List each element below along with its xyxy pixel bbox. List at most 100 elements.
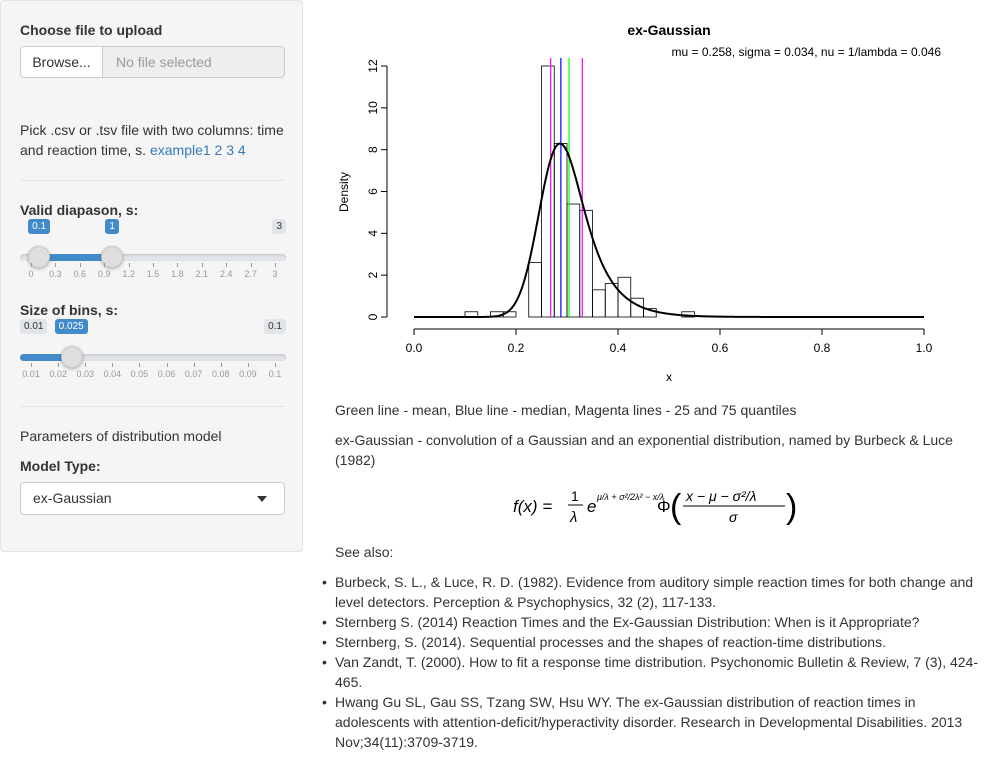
histogram-bar	[617, 276, 632, 318]
slider-tick	[247, 363, 249, 367]
example3-link[interactable]: 3	[226, 142, 235, 158]
slider-max-label: 3	[272, 219, 286, 234]
slider-tick-label: 1.2	[122, 269, 135, 279]
bin-size-label: Size of bins, s:	[20, 302, 119, 318]
valid-diapason-slider[interactable]: 3 0.1 1 0 0.3 0.6 0.9 1.2 1.5 1.8 2.1 2.4 2.7 3	[20, 219, 286, 292]
svg-text:λ: λ	[569, 509, 577, 526]
help-text: Pick .csv or .tsv file with two columns:…	[20, 122, 284, 158]
y-tick-label: 0	[366, 313, 380, 320]
x-tick-label: 0.8	[814, 341, 831, 355]
file-name-field[interactable]: No file selected	[102, 46, 285, 78]
slider-tick	[177, 263, 179, 267]
browse-button[interactable]: Browse...	[20, 46, 103, 78]
slider-tick	[112, 363, 114, 367]
slider-tick-label: 0.1	[268, 369, 282, 379]
chevron-down-icon	[257, 496, 267, 502]
example1-link[interactable]: example1	[149, 142, 211, 158]
list-item: Hwang Gu SL, Gau SS, Tzang SW, Hsu WY. T…	[322, 692, 980, 752]
slider-tick	[139, 363, 141, 367]
slider-from-handle[interactable]	[28, 246, 51, 268]
sidebar-panel: Choose file to upload Browse... No file …	[0, 0, 303, 552]
slider-value: 0.025	[54, 319, 88, 334]
slider-tick-label: 2.7	[244, 269, 257, 279]
chart-axes: 0.0 0.2 0.4 0.6 0.8 1.0 0 2 4 6 8 10 12	[366, 59, 933, 355]
slider-tick-label: 0.02	[49, 369, 67, 379]
svg-text:σ: σ	[729, 509, 738, 525]
slider-tick-label: 0.04	[103, 369, 122, 379]
params-heading: Parameters of distribution model	[20, 428, 222, 444]
slider-tick	[104, 263, 106, 267]
divider	[20, 180, 285, 181]
chart-title: ex-Gaussian	[627, 22, 710, 38]
reference-list: Burbeck, S. L., & Luce, R. D. (1982). Ev…	[322, 572, 980, 752]
example4-link[interactable]: 4	[237, 142, 246, 158]
svg-text:f(x) =: f(x) =	[513, 497, 552, 516]
histogram-bar	[579, 209, 593, 318]
svg-text:): )	[786, 488, 797, 526]
slider-tick-label: 0.05	[130, 369, 149, 379]
slider-tick-label: 0.07	[184, 369, 203, 379]
slider-from-value: 0.1	[28, 219, 51, 234]
y-tick-label: 6	[366, 188, 380, 195]
legend-text: Green line - mean, Blue line - median, M…	[335, 402, 797, 418]
formula: f(x) = 1 λ e μ/λ + σ²/2λ² − x/λ Φ ( x − …	[513, 488, 797, 526]
slider-tick-label: 0.08	[212, 369, 230, 379]
model-type-select[interactable]: ex-Gaussian	[20, 482, 285, 515]
y-tick-label: 12	[366, 59, 380, 73]
svg-text:Φ: Φ	[657, 497, 671, 516]
y-tick-label: 4	[366, 230, 380, 237]
density-curve-line	[414, 142, 924, 318]
stat-lines	[550, 58, 583, 317]
y-tick-label: 2	[366, 272, 380, 279]
file-upload: Browse... No file selected	[20, 46, 285, 80]
y-tick-label: 10	[366, 101, 380, 115]
slider-tick-label: 1.5	[146, 269, 160, 279]
slider-handle[interactable]	[60, 346, 83, 368]
slider-fill-bar	[20, 354, 72, 361]
example2-link[interactable]: 2	[214, 142, 223, 158]
slider-tick	[31, 363, 32, 367]
histogram-bar	[592, 289, 606, 318]
slider-tick	[166, 363, 168, 367]
histogram-bar	[528, 262, 542, 318]
slider-tick-label: 0.03	[76, 369, 94, 379]
valid-diapason-label: Valid diapason, s:	[20, 202, 139, 218]
slider-tick	[250, 263, 252, 267]
x-axis-label: x	[666, 370, 672, 384]
list-item: Sternberg S. (2014) Reaction Times and t…	[322, 612, 980, 632]
distribution-description: ex-Gaussian - convolution of a Gaussian …	[335, 432, 953, 468]
slider-to-value: 1	[105, 219, 119, 234]
slider-tick-label: 0.06	[157, 369, 176, 379]
model-type-value: ex-Gaussian	[33, 490, 112, 506]
x-tick-label: 0.2	[508, 341, 525, 355]
slider-tick-label: 2.1	[195, 269, 209, 279]
slider-tick	[275, 263, 276, 267]
file-help-text: Pick .csv or .tsv file with two columns:…	[20, 120, 290, 160]
histogram-bar	[643, 308, 657, 318]
chart-subtitle: mu = 0.258, sigma = 0.034, nu = 1/lambda…	[671, 45, 941, 59]
slider-tick-label: 1.8	[171, 269, 184, 279]
svg-text:(: (	[670, 488, 682, 526]
list-item: Van Zandt, T. (2000). How to fit a respo…	[322, 652, 980, 692]
x-tick-label: 0.6	[712, 341, 729, 355]
slider-track[interactable]	[20, 354, 286, 361]
upload-label: Choose file to upload	[20, 22, 163, 38]
slider-tick	[31, 263, 32, 267]
slider-tick	[193, 363, 195, 367]
slider-tick	[58, 363, 60, 367]
slider-tick	[220, 363, 222, 367]
slider-range-bar	[39, 254, 113, 261]
slider-tick-label: 0.3	[49, 269, 62, 279]
slider-tick-label: 2.4	[219, 269, 233, 279]
slider-track[interactable]	[20, 254, 286, 261]
slider-tick	[85, 363, 87, 367]
slider-tick-label: 3	[272, 269, 278, 279]
see-also-heading: See also:	[335, 544, 394, 560]
slider-to-handle[interactable]	[101, 246, 124, 268]
x-tick-label: 1.0	[916, 341, 933, 355]
bin-size-slider[interactable]: 0.01 0.1 0.025 0.01 0.02 0.03 0.04 0.05 0.06 0…	[20, 319, 286, 392]
slider-min-label: 0.01	[20, 319, 48, 334]
slider-tick	[275, 363, 276, 367]
y-tick-label: 8	[366, 146, 380, 153]
y-axis-label: Density	[337, 172, 351, 212]
